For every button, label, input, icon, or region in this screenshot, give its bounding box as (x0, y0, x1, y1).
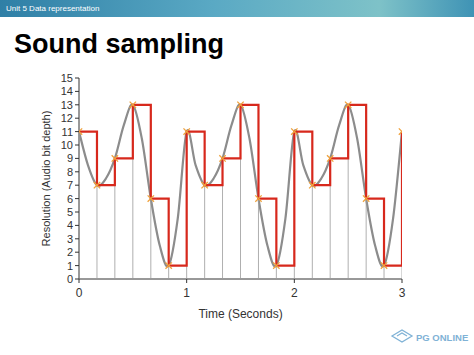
sample-step-line (79, 105, 402, 266)
sample-marker (327, 155, 333, 161)
y-tick-label: 5 (67, 206, 73, 218)
y-tick-label: 6 (67, 193, 73, 205)
y-tick (75, 104, 79, 105)
y-tick (75, 212, 79, 213)
y-tick (75, 171, 79, 172)
y-axis-line (79, 78, 80, 279)
y-tick-label: 15 (61, 72, 73, 84)
sample-line (150, 199, 151, 279)
y-tick-label: 13 (61, 99, 73, 111)
sample-marker (94, 182, 100, 188)
y-axis-label: Resolution (Audio bit depth) (40, 111, 52, 247)
y-tick-label: 1 (67, 260, 73, 272)
plot-area (79, 102, 402, 279)
y-tick (75, 252, 79, 253)
x-tick (186, 279, 187, 283)
sample-line (79, 132, 80, 279)
sample-line (312, 185, 313, 279)
x-tick-label: 3 (399, 286, 406, 300)
sample-line (384, 266, 385, 279)
y-tick (75, 158, 79, 159)
x-tick (402, 279, 403, 283)
sample-marker (79, 128, 82, 134)
y-tick (75, 91, 79, 92)
y-tick-label: 9 (67, 152, 73, 164)
y-tick (75, 78, 79, 79)
y-tick (75, 131, 79, 132)
x-tick-label: 0 (76, 286, 83, 300)
y-tick-label: 10 (61, 139, 73, 151)
y-tick (75, 279, 79, 280)
sample-line (96, 185, 97, 279)
sample-line (366, 199, 367, 279)
y-tick-label: 2 (67, 246, 73, 258)
logo-icon (397, 333, 407, 336)
sample-marker (130, 102, 136, 108)
y-tick-label: 0 (67, 273, 73, 285)
y-tick-label: 4 (67, 219, 73, 231)
y-tick-label: 14 (61, 85, 73, 97)
logo: PG ONLINE (392, 330, 468, 343)
header-text: Unit 5 Data representation (6, 4, 99, 13)
y-tick (75, 118, 79, 119)
x-axis-label: Time (Seconds) (198, 307, 282, 321)
sample-marker (255, 195, 261, 201)
y-tick-label: 7 (67, 179, 73, 191)
sample-marker (201, 182, 207, 188)
title: Sound sampling (14, 29, 224, 59)
x-tick (79, 279, 80, 283)
y-tick (75, 225, 79, 226)
sample-marker (345, 102, 351, 108)
y-tick-label: 12 (61, 112, 73, 124)
header-bar (0, 0, 474, 17)
y-tick-label: 3 (67, 233, 73, 245)
y-tick (75, 185, 79, 186)
y-tick (75, 265, 79, 266)
sample-marker (165, 262, 171, 268)
sample-marker (309, 182, 315, 188)
sample-line (258, 199, 259, 279)
logo-text: PG ONLINE (416, 332, 468, 343)
sample-marker (237, 102, 243, 108)
x-tick (294, 279, 295, 283)
y-tick-label: 11 (62, 126, 73, 138)
sample-marker (219, 155, 225, 161)
sample-marker (381, 262, 387, 268)
x-tick-label: 1 (183, 286, 190, 300)
slide: Unit 5 Data representation Sound sampling… (0, 0, 474, 355)
sample-marker (148, 195, 154, 201)
logo-icon (392, 330, 412, 342)
sample-marker (291, 128, 297, 134)
sample-marker (183, 128, 189, 134)
y-tick-label: 8 (67, 166, 73, 178)
x-tick-label: 2 (291, 286, 298, 300)
sample-line (204, 185, 205, 279)
sample-marker (112, 155, 118, 161)
y-tick (75, 238, 79, 239)
y-tick (75, 198, 79, 199)
sample-line (168, 266, 169, 279)
y-tick (75, 145, 79, 146)
sample-marker (273, 262, 279, 268)
sample-marker (363, 195, 369, 201)
sample-line (276, 266, 277, 279)
sample-marker (399, 128, 402, 134)
